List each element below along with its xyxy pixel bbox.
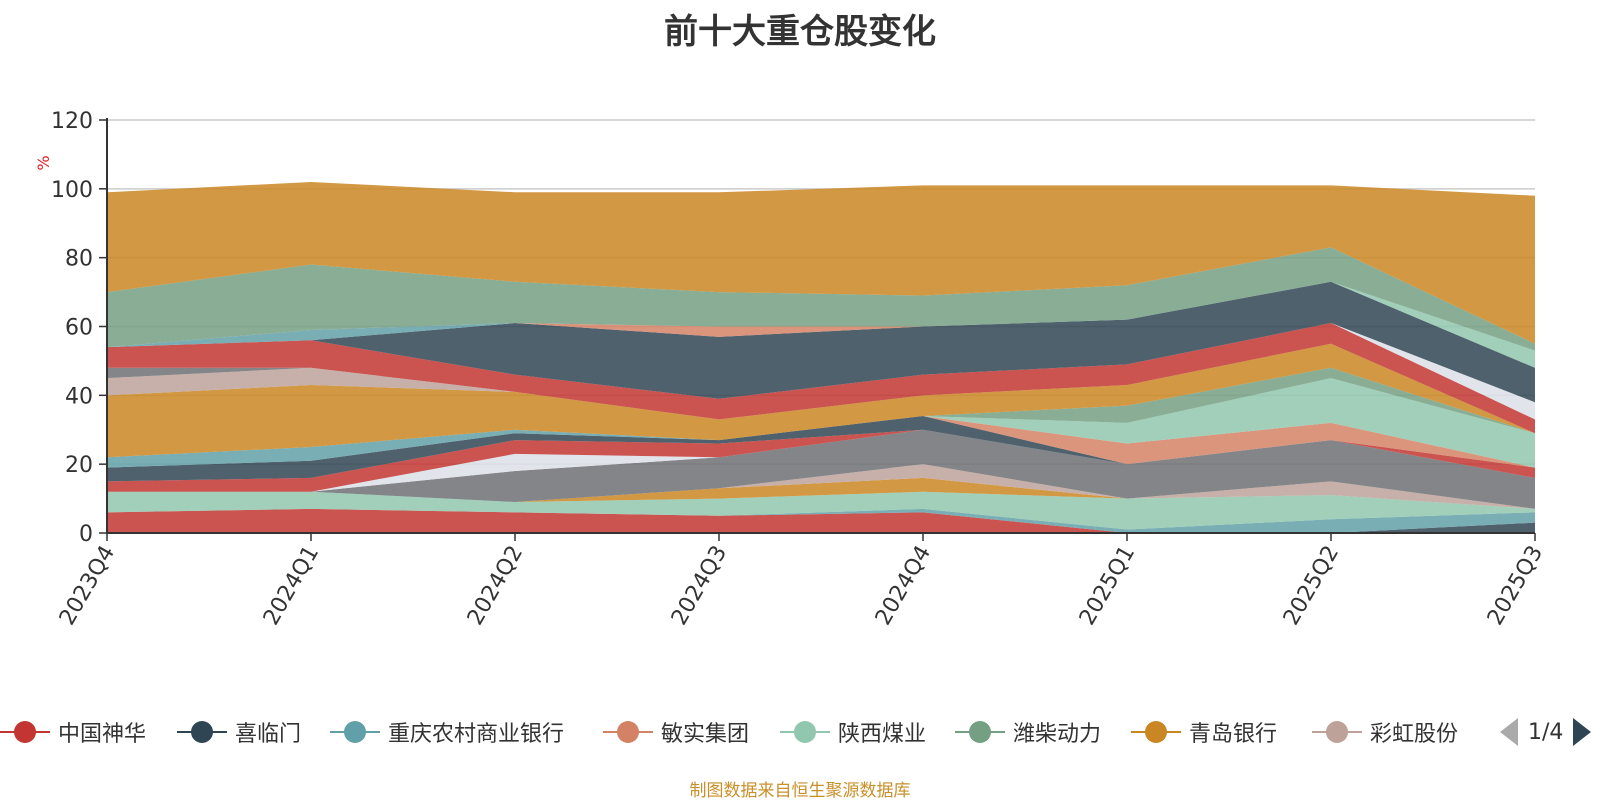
y-tick-label-0: 0 <box>79 522 93 547</box>
legend-label: 重庆农村商业银行 <box>388 722 565 747</box>
x-tick-label-0: 2023Q4 <box>55 542 120 630</box>
legend-marker-icon <box>1131 717 1181 747</box>
legend-marker-icon <box>330 717 380 747</box>
legend-label: 敏实集团 <box>661 722 750 747</box>
y-tick-label-60: 60 <box>65 316 93 341</box>
legend-next-page-icon[interactable] <box>1573 718 1592 746</box>
y-tick-label-20: 20 <box>65 453 93 478</box>
legend-prev-page-icon[interactable] <box>1500 718 1518 746</box>
y-axis-unit-label: % <box>34 155 53 170</box>
legend-label: 喜临门 <box>235 722 302 747</box>
area-series-24 <box>107 181 1535 344</box>
legend-marker-icon <box>955 717 1005 747</box>
x-tick-label-7: 2025Q3 <box>1483 542 1548 630</box>
area-series-3 <box>107 491 1535 530</box>
source-note: 制图数据来自恒生聚源数据库 <box>689 781 911 801</box>
legend-item-4[interactable]: 陕西煤业 <box>780 712 926 752</box>
area-series-14 <box>107 343 1535 458</box>
legend-item-3[interactable]: 敏实集团 <box>603 712 749 752</box>
x-tick-label-6: 2025Q2 <box>1279 542 1344 630</box>
y-tick-label-80: 80 <box>65 247 93 272</box>
x-tick-label-4: 2024Q4 <box>871 542 936 630</box>
legend-item-6[interactable]: 青岛银行 <box>1131 712 1277 752</box>
legend-label: 陕西煤业 <box>838 722 927 747</box>
legend-item-1[interactable]: 喜临门 <box>177 712 301 752</box>
chart-title: 前十大重仓股变化 <box>664 12 936 52</box>
legend-item-2[interactable]: 重庆农村商业银行 <box>330 712 564 752</box>
chart-area: 0 20 40 60 80 100 120 2023Q4 2024Q1 2024Q2 2024Q3 2… <box>34 109 1548 630</box>
x-tick-label-1: 2024Q1 <box>259 542 324 630</box>
y-tick-label-100: 100 <box>51 178 93 203</box>
area-series-1 <box>107 508 1535 533</box>
x-tick-label-3: 2024Q3 <box>667 542 732 630</box>
legend-item-5[interactable]: 潍柴动力 <box>955 712 1101 752</box>
area-series-23 <box>107 247 1535 351</box>
area-series-12 <box>107 378 1535 468</box>
area-series-0 <box>107 508 1535 533</box>
area-series-9 <box>107 415 1535 482</box>
legend-label: 青岛银行 <box>1189 722 1278 747</box>
legend-label: 中国神华 <box>58 722 147 747</box>
stacked-areas <box>107 181 1535 533</box>
legend-item-7[interactable]: 彩虹股份 <box>1312 712 1458 752</box>
area-series-6 <box>107 429 1535 509</box>
area-series-4 <box>107 477 1535 509</box>
area-series-8 <box>107 429 1535 492</box>
legend-marker-icon <box>0 717 50 747</box>
legend-item-0[interactable]: 中国神华 <box>0 712 146 752</box>
legend-pager: 1/4 <box>1500 712 1592 752</box>
legend-label: 潍柴动力 <box>1013 722 1102 747</box>
x-tick-label-5: 2025Q1 <box>1075 542 1140 630</box>
legend-label: 彩虹股份 <box>1370 722 1459 747</box>
area-series-19 <box>107 281 1535 403</box>
area-series-5 <box>107 464 1535 509</box>
x-tick-label-2: 2024Q2 <box>463 542 528 630</box>
legend: 中国神华 喜临门 重庆农村商业银行 敏实集团 陕西煤业 潍柴动力 青岛银行 彩虹股份 <box>0 712 1600 752</box>
area-series-10 <box>107 415 1535 468</box>
legend-marker-icon <box>603 717 653 747</box>
legend-marker-icon <box>177 717 227 747</box>
legend-page-indicator: 1/4 <box>1528 719 1564 745</box>
area-series-2 <box>107 508 1535 533</box>
y-tick-label-120: 120 <box>51 109 93 134</box>
legend-marker-icon <box>1312 717 1362 747</box>
area-series-11 <box>107 415 1535 468</box>
y-tick-label-40: 40 <box>65 384 93 409</box>
legend-marker-icon <box>780 717 830 747</box>
